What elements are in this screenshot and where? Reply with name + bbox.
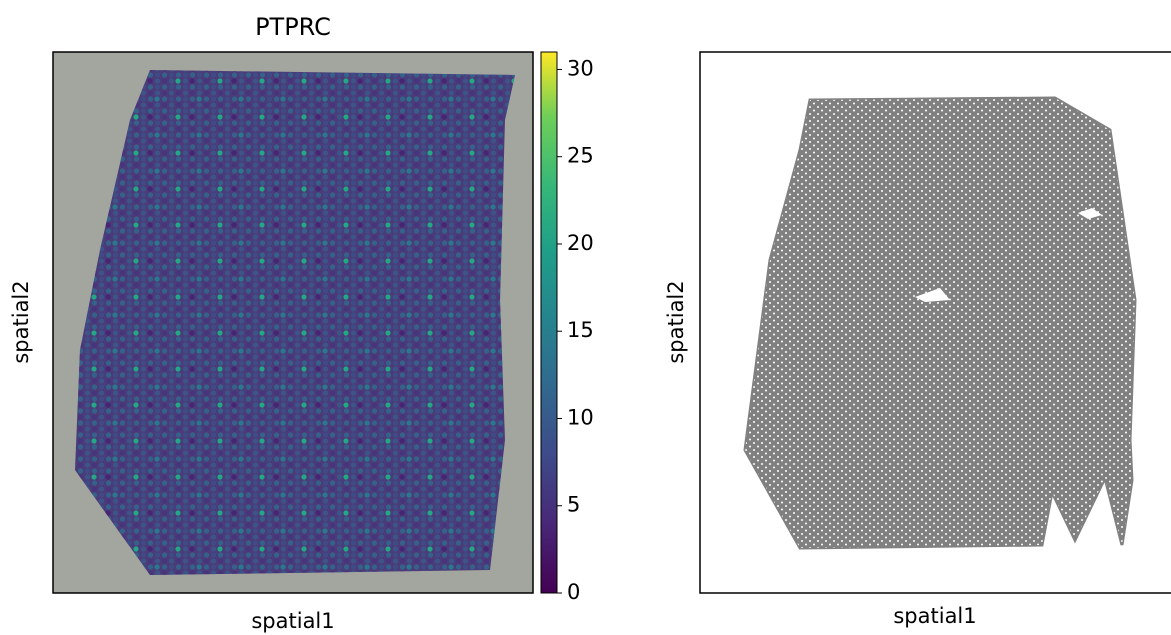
colorbar [540, 51, 558, 594]
colorbar-tick-label: 10 [567, 405, 594, 429]
graph-hole [1078, 208, 1102, 219]
axes-frame [699, 51, 1171, 594]
colorbar-tick-label: 20 [567, 231, 594, 255]
y-axis-label: spatial2 [664, 280, 688, 363]
colorbar-tick-label: 25 [567, 144, 594, 168]
chart-title: PTPRC [255, 13, 331, 41]
colorbar-tick-label: 15 [567, 318, 594, 342]
graph-nodes [745, 98, 1135, 548]
x-axis-label: spatial1 [893, 604, 976, 628]
x-axis-label: spatial1 [251, 609, 334, 633]
spatial-image [53, 52, 533, 593]
axes-frame [52, 51, 534, 594]
graph-hole [915, 288, 950, 302]
tissue-spots-high [75, 70, 515, 575]
colorbar-tick-label: 0 [567, 580, 580, 604]
graph-panel [743, 96, 1137, 550]
y-axis-label: spatial2 [9, 280, 33, 363]
colorbar-tick-label: 5 [567, 493, 580, 517]
colorbar-tick-label: 30 [567, 56, 594, 80]
